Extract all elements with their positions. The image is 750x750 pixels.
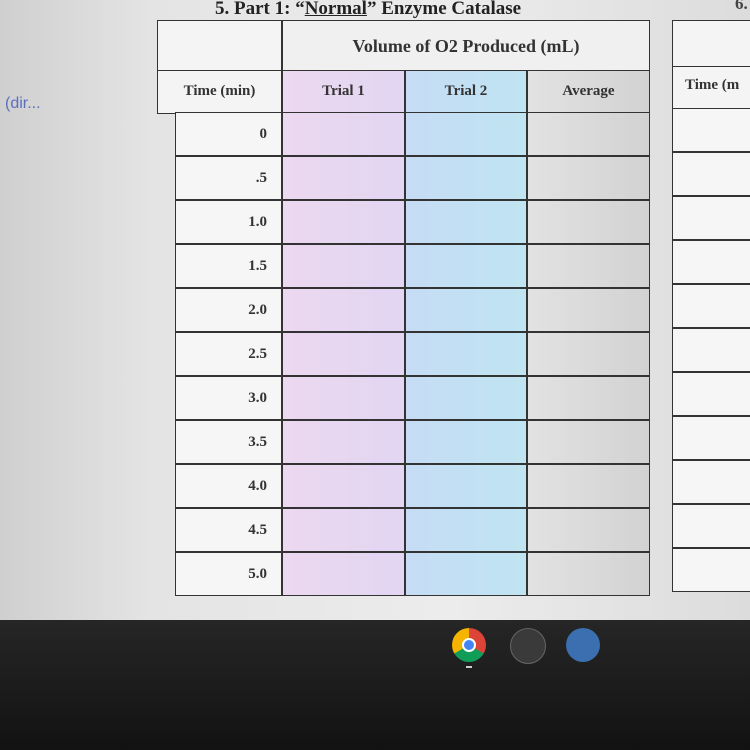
data-cell xyxy=(527,552,650,596)
data-cell xyxy=(282,288,405,332)
title-emphasis: Normal xyxy=(304,0,367,19)
right-header-blank xyxy=(672,20,750,68)
data-cell xyxy=(405,552,527,596)
right-cell xyxy=(672,284,750,328)
time-cell: 3.5 xyxy=(175,420,282,464)
data-cell xyxy=(405,332,527,376)
data-cell xyxy=(527,508,650,552)
time-cell: 0 xyxy=(175,112,282,156)
data-cell xyxy=(282,112,405,156)
data-cell xyxy=(405,376,527,420)
data-cell xyxy=(282,552,405,596)
data-cell xyxy=(527,244,650,288)
data-cell xyxy=(527,288,650,332)
data-cell xyxy=(527,464,650,508)
data-cell xyxy=(282,464,405,508)
column-header: Trial 1 xyxy=(282,70,405,114)
screen: 5. Part 1: “Normal” Enzyme Catalase (dir… xyxy=(0,0,750,620)
header-blank xyxy=(157,20,282,72)
data-cell xyxy=(282,508,405,552)
right-cell xyxy=(672,416,750,460)
data-cell xyxy=(405,508,527,552)
time-cell: .5 xyxy=(175,156,282,200)
data-cell xyxy=(405,420,527,464)
taskbar xyxy=(0,620,750,750)
link-note[interactable]: (dir... xyxy=(5,95,41,112)
data-cell xyxy=(282,376,405,420)
right-column-header: Time (m xyxy=(672,66,750,110)
time-cell: 4.5 xyxy=(175,508,282,552)
data-cell xyxy=(282,156,405,200)
data-cell xyxy=(405,288,527,332)
title-text: 5. Part 1: “ xyxy=(215,0,305,19)
column-header: Average xyxy=(527,70,650,114)
time-cell: 1.0 xyxy=(175,200,282,244)
data-cell xyxy=(282,200,405,244)
right-cell xyxy=(672,460,750,504)
right-cell xyxy=(672,548,750,592)
data-cell xyxy=(405,156,527,200)
data-cell xyxy=(405,200,527,244)
right-cell xyxy=(672,108,750,152)
column-header: Time (min) xyxy=(157,70,282,114)
time-cell: 1.5 xyxy=(175,244,282,288)
data-cell xyxy=(282,244,405,288)
right-cell xyxy=(672,196,750,240)
data-cell xyxy=(405,244,527,288)
time-cell: 2.0 xyxy=(175,288,282,332)
data-cell xyxy=(405,112,527,156)
data-cell xyxy=(527,376,650,420)
table-title: 5. Part 1: “Normal” Enzyme Catalase xyxy=(215,0,521,20)
title-text: ” Enzyme Catalase xyxy=(366,0,522,19)
time-cell: 4.0 xyxy=(175,464,282,508)
data-cell xyxy=(527,156,650,200)
data-cell xyxy=(405,464,527,508)
group-header: Volume of O2 Produced (mL) xyxy=(282,20,650,72)
data-cell xyxy=(527,420,650,464)
right-title: 6. xyxy=(735,0,748,13)
data-cell xyxy=(527,200,650,244)
right-cell xyxy=(672,152,750,196)
active-indicator xyxy=(466,666,472,668)
right-cell xyxy=(672,372,750,416)
chrome-icon[interactable] xyxy=(452,628,486,662)
time-cell: 5.0 xyxy=(175,552,282,596)
data-cell xyxy=(527,332,650,376)
time-cell: 3.0 xyxy=(175,376,282,420)
right-cell xyxy=(672,328,750,372)
app-icon[interactable] xyxy=(510,628,546,664)
right-cell xyxy=(672,240,750,284)
right-cell xyxy=(672,504,750,548)
app-icon[interactable] xyxy=(566,628,600,662)
data-cell xyxy=(282,420,405,464)
time-cell: 2.5 xyxy=(175,332,282,376)
column-header: Trial 2 xyxy=(405,70,527,114)
data-cell xyxy=(282,332,405,376)
data-cell xyxy=(527,112,650,156)
